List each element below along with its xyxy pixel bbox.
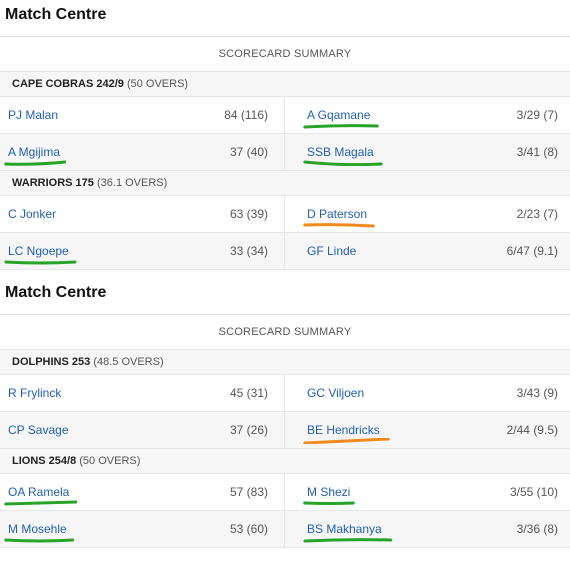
bowler-cell: BE Hendricks 2/44 (9.5): [285, 412, 570, 448]
bowler-cell: M Shezi 3/55 (10): [285, 474, 570, 510]
green-underline-mark: [4, 538, 75, 543]
batter-stat: 33 (34): [229, 244, 268, 258]
match-centre-title: Match Centre: [5, 284, 107, 301]
match-centre-title: Match Centre: [5, 6, 107, 23]
bowler-stat: 3/55 (10): [509, 485, 558, 499]
green-underline-mark: [303, 124, 379, 129]
bowler-stat: 3/29 (7): [516, 108, 558, 122]
batter-cell: C Jonker 63 (39): [0, 196, 285, 232]
green-underline-mark: [4, 160, 67, 166]
bowler-cell: BS Makhanya 3/36 (8): [285, 511, 570, 547]
batter-cell: A Mgijima 37 (40): [0, 134, 285, 170]
batter-stat: 84 (116): [224, 108, 268, 122]
team-innings-header: WARRIORS 175 (36.1 OVERS): [0, 171, 570, 196]
team-overs: (48.5 OVERS): [93, 356, 164, 368]
batter-cell: LC Ngoepe 33 (34): [0, 233, 285, 269]
batter-link[interactable]: LC Ngoepe: [4, 244, 77, 265]
bowler-link[interactable]: GF Linde: [307, 244, 357, 258]
team-score: DOLPHINS 253: [12, 356, 91, 368]
scorecard-summary-card: SCORECARD SUMMARY CAPE COBRAS 242/9 (50 …: [0, 36, 570, 270]
batter-link[interactable]: PJ Malan: [8, 108, 59, 122]
batter-link[interactable]: R Frylinck: [8, 386, 62, 400]
batter-link[interactable]: CP Savage: [8, 423, 69, 437]
bowler-link[interactable]: SSB Magala: [303, 145, 383, 166]
bowler-cell: GF Linde 6/47 (9.1): [285, 233, 570, 269]
team-score: LIONS 254/8: [12, 455, 77, 467]
scorecard-summary-heading: SCORECARD SUMMARY: [0, 37, 570, 72]
batter-stat: 37 (40): [229, 145, 268, 159]
performer-row: R Frylinck 45 (31) GC Viljoen 3/43 (9): [0, 375, 570, 412]
team-innings-header: CAPE COBRAS 242/9 (50 OVERS): [0, 72, 570, 97]
performer-row: A Mgijima 37 (40) SSB Magala 3/41 (8): [0, 134, 570, 171]
green-underline-mark: [303, 538, 393, 543]
green-underline-mark: [4, 260, 77, 265]
bowler-link[interactable]: A Gqamane: [303, 108, 379, 129]
bowler-link[interactable]: D Paterson: [303, 207, 375, 228]
performer-row: CP Savage 37 (26) BE Hendricks 2/44 (9.5…: [0, 412, 570, 449]
match-centre-2: Match Centre SCORECARD SUMMARY DOLPHINS …: [0, 278, 570, 548]
batter-stat: 37 (26): [229, 423, 268, 437]
batter-stat: 45 (31): [229, 386, 268, 400]
bowler-stat: 2/23 (7): [516, 207, 558, 221]
batter-stat: 63 (39): [229, 207, 268, 221]
bowler-link[interactable]: M Shezi: [303, 485, 355, 505]
batter-stat: 53 (60): [229, 522, 268, 536]
bowler-link[interactable]: GC Viljoen: [307, 386, 365, 400]
bowler-cell: SSB Magala 3/41 (8): [285, 134, 570, 170]
performer-row: LC Ngoepe 33 (34) GF Linde 6/47 (9.1): [0, 233, 570, 270]
bowler-cell: A Gqamane 3/29 (7): [285, 97, 570, 133]
bowler-stat: 3/43 (9): [516, 386, 558, 400]
batter-link[interactable]: C Jonker: [8, 207, 57, 221]
batter-cell: CP Savage 37 (26): [0, 412, 285, 448]
team-innings-header: DOLPHINS 253 (48.5 OVERS): [0, 350, 570, 375]
bowler-cell: D Paterson 2/23 (7): [285, 196, 570, 232]
performer-row: OA Ramela 57 (83) M Shezi 3/55 (10): [0, 474, 570, 511]
team-overs: (36.1 OVERS): [96, 177, 168, 189]
performer-row: PJ Malan 84 (116) A Gqamane 3/29 (7): [0, 97, 570, 134]
batter-cell: M Mosehle 53 (60): [0, 511, 285, 547]
team-overs: (50 OVERS): [126, 78, 189, 90]
performer-row: M Mosehle 53 (60) BS Makhanya 3/36 (8): [0, 511, 570, 548]
match-centre-1: Match Centre SCORECARD SUMMARY CAPE COBR…: [0, 0, 570, 270]
batter-cell: R Frylinck 45 (31): [0, 375, 285, 411]
team-score: WARRIORS 175: [12, 177, 94, 189]
bowler-link[interactable]: BE Hendricks: [303, 423, 390, 444]
orange-underline-mark: [303, 223, 375, 228]
team-overs: (50 OVERS): [79, 455, 141, 467]
batter-link[interactable]: M Mosehle: [4, 522, 75, 543]
bowler-stat: 3/36 (8): [516, 522, 558, 536]
batter-stat: 57 (83): [229, 485, 268, 499]
team-score: CAPE COBRAS 242/9: [12, 78, 124, 90]
performer-row: C Jonker 63 (39) D Paterson 2/23 (7): [0, 196, 570, 233]
green-underline-mark: [4, 500, 78, 506]
bowler-link[interactable]: BS Makhanya: [303, 522, 393, 543]
bowler-stat: 2/44 (9.5): [506, 423, 558, 437]
batter-cell: OA Ramela 57 (83): [0, 474, 285, 510]
bowler-stat: 3/41 (8): [516, 145, 558, 159]
green-underline-mark: [303, 501, 355, 505]
team-innings-header: LIONS 254/8 (50 OVERS): [0, 449, 570, 474]
scorecard-summary-card: SCORECARD SUMMARY DOLPHINS 253 (48.5 OVE…: [0, 314, 570, 548]
bowler-stat: 6/47 (9.1): [506, 244, 558, 258]
batter-link[interactable]: A Mgijima: [4, 145, 67, 166]
orange-underline-mark: [303, 438, 390, 444]
green-underline-mark: [303, 160, 383, 166]
batter-cell: PJ Malan 84 (116): [0, 97, 285, 133]
batter-link[interactable]: OA Ramela: [4, 485, 78, 506]
scorecard-summary-heading: SCORECARD SUMMARY: [0, 315, 570, 350]
bowler-cell: GC Viljoen 3/43 (9): [285, 375, 570, 411]
